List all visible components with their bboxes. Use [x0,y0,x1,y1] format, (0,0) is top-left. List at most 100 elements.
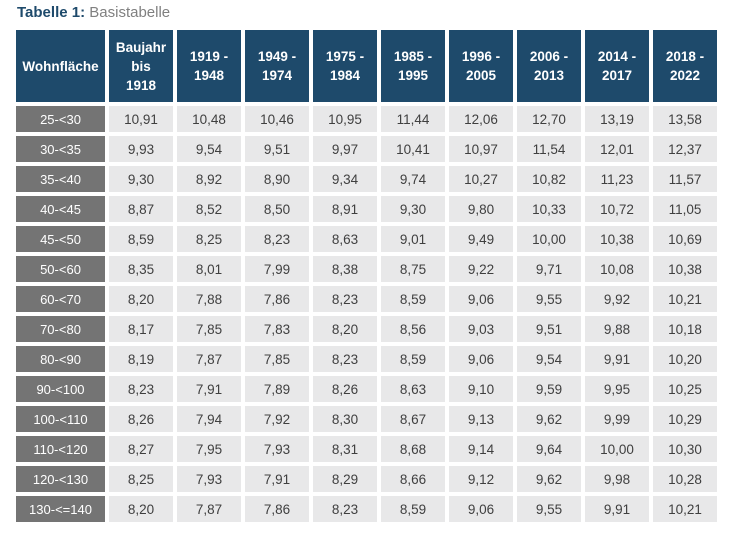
data-cell: 8,23 [109,376,173,402]
data-cell: 9,55 [517,286,581,312]
data-cell: 8,66 [381,466,445,492]
table-row: 25-<30 10,91 10,48 10,46 10,95 11,44 12,06 12,7… [16,106,717,132]
row-label: 120-<130 [16,466,105,492]
column-header-2: 1949 - 1974 [245,30,309,102]
data-cell: 8,90 [245,166,309,192]
data-cell: 10,41 [381,136,445,162]
table-row: 90-<100 8,23 7,91 7,89 8,26 8,63 9,10 9,59 9,95 1… [16,376,717,402]
data-cell: 9,30 [381,196,445,222]
data-cell: 9,95 [585,376,649,402]
data-cell: 10,08 [585,256,649,282]
table-row: 70-<80 8,17 7,85 7,83 8,20 8,56 9,03 9,51 9,88 10… [16,316,717,342]
column-header-line: 2022 [669,68,701,83]
data-cell: 12,06 [449,106,513,132]
corner-header-wohnflaeche: Wohnfläche [16,30,105,102]
data-cell: 9,14 [449,436,513,462]
data-cell: 10,28 [653,466,717,492]
data-cell: 10,33 [517,196,581,222]
table-body: 25-<30 10,91 10,48 10,46 10,95 11,44 12,06 12,7… [16,106,717,522]
data-cell: 9,71 [517,256,581,282]
header-row: Wohnfläche Baujahr bis 1918 1919 - 1948 1949 -… [16,30,717,102]
column-header-line: 2006 - [529,49,569,64]
data-cell: 7,85 [177,316,241,342]
data-cell: 9,99 [585,406,649,432]
data-cell: 7,93 [177,466,241,492]
data-cell: 8,23 [313,496,377,522]
data-cell: 10,91 [109,106,173,132]
table-title: Tabelle 1: Basistabelle [17,3,741,23]
data-cell: 9,06 [449,286,513,312]
data-cell: 9,49 [449,226,513,252]
data-cell: 9,30 [109,166,173,192]
data-cell: 10,00 [517,226,581,252]
data-cell: 8,63 [381,376,445,402]
data-cell: 7,94 [177,406,241,432]
data-cell: 8,50 [245,196,309,222]
data-cell: 11,54 [517,136,581,162]
table-title-label: Tabelle 1: [17,4,86,21]
data-cell: 8,56 [381,316,445,342]
data-cell: 9,54 [517,346,581,372]
data-cell: 8,25 [177,226,241,252]
data-cell: 9,12 [449,466,513,492]
table-row: 40-<45 8,87 8,52 8,50 8,91 9,30 9,80 10,33 10,72… [16,196,717,222]
data-cell: 9,51 [517,316,581,342]
data-cell: 7,95 [177,436,241,462]
data-cell: 11,05 [653,196,717,222]
column-header-3: 1975 - 1984 [313,30,377,102]
column-header-line: 1996 - [461,49,501,64]
column-header-line: 2014 - [597,49,637,64]
data-cell: 10,95 [313,106,377,132]
column-header-5: 1996 - 2005 [449,30,513,102]
row-label: 60-<70 [16,286,105,312]
data-cell: 8,26 [109,406,173,432]
data-cell: 8,26 [313,376,377,402]
data-cell: 9,98 [585,466,649,492]
data-cell: 8,01 [177,256,241,282]
data-cell: 7,91 [245,466,309,492]
data-cell: 7,89 [245,376,309,402]
column-header-line: bis [131,58,151,74]
column-header-line: 1975 - [325,49,365,64]
row-label: 40-<45 [16,196,105,222]
data-cell: 8,68 [381,436,445,462]
data-cell: 9,80 [449,196,513,222]
data-cell: 10,38 [585,226,649,252]
table-row: 30-<35 9,93 9,54 9,51 9,97 10,41 10,97 11,54 12,… [16,136,717,162]
data-cell: 10,48 [177,106,241,132]
data-cell: 8,25 [109,466,173,492]
data-cell: 8,27 [109,436,173,462]
data-cell: 8,29 [313,466,377,492]
data-cell: 8,23 [245,226,309,252]
data-cell: 10,46 [245,106,309,132]
row-label: 30-<35 [16,136,105,162]
column-header-0: Baujahr bis 1918 [109,30,173,102]
data-cell: 8,38 [313,256,377,282]
column-header-line: 1948 [193,68,225,83]
data-cell: 9,88 [585,316,649,342]
table-title-subtitle: Basistabelle [89,4,171,21]
data-cell: 8,87 [109,196,173,222]
data-cell: 8,35 [109,256,173,282]
data-cell: 7,83 [245,316,309,342]
row-label: 35-<40 [16,166,105,192]
data-cell: 8,23 [313,286,377,312]
row-label: 80-<90 [16,346,105,372]
data-cell: 8,31 [313,436,377,462]
data-cell: 8,63 [313,226,377,252]
data-cell: 8,23 [313,346,377,372]
row-label: 70-<80 [16,316,105,342]
row-label: 45-<50 [16,226,105,252]
data-cell: 8,17 [109,316,173,342]
column-header-line: 2018 - [665,49,705,64]
data-cell: 10,20 [653,346,717,372]
data-cell: 10,82 [517,166,581,192]
data-cell: 10,18 [653,316,717,342]
data-cell: 8,59 [381,286,445,312]
table-row: 50-<60 8,35 8,01 7,99 8,38 8,75 9,22 9,71 10,08 1… [16,256,717,282]
data-cell: 11,23 [585,166,649,192]
data-cell: 9,91 [585,496,649,522]
data-cell: 8,91 [313,196,377,222]
column-header-line: 1918 [125,77,157,93]
